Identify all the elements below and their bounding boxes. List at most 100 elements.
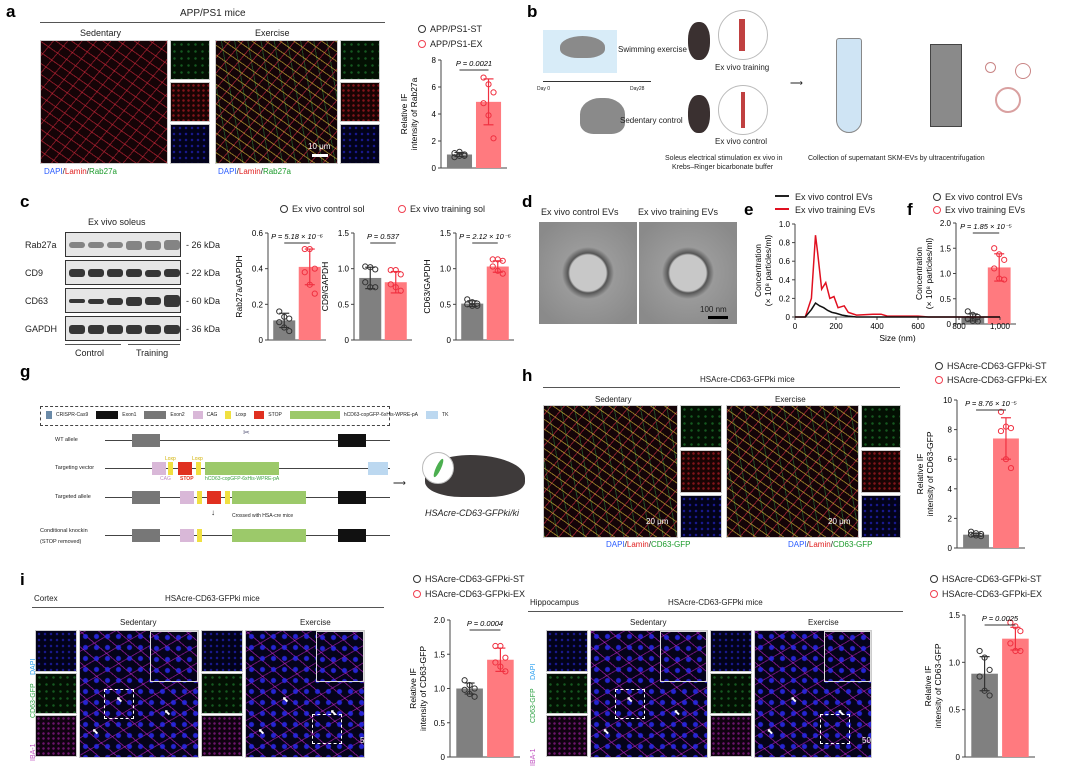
legend-marker [933, 206, 941, 214]
data-point [1007, 619, 1014, 626]
lamin-text: Lamin [238, 167, 261, 176]
y-tick-label: 0 [786, 313, 791, 322]
bar-control [963, 534, 989, 548]
scale-label: 10 μm [308, 142, 331, 151]
protein-band [107, 269, 123, 277]
gene-element [132, 434, 160, 447]
swimming-mouse-icon [560, 36, 605, 58]
ev-em-image [930, 44, 962, 127]
data-point [976, 647, 983, 655]
data-point [974, 318, 981, 325]
bar-control [461, 303, 484, 340]
gene-element [232, 529, 306, 542]
dapi-channel [340, 124, 380, 164]
data-point [372, 284, 379, 291]
diagram-row-label: Conditional knockin [40, 528, 88, 534]
blot-row-label: CD63 [25, 296, 49, 306]
arrow-icon: ⬉ [837, 707, 845, 717]
arrow-icon: ⬉ [164, 707, 171, 717]
gene-legend-swatch [46, 411, 52, 419]
y-tick-label: 2.0 [434, 616, 446, 625]
data-point [306, 281, 313, 288]
y-tick-label: 6 [948, 455, 953, 464]
panel-label-f: f [907, 200, 913, 219]
gfp-channel [680, 405, 722, 448]
data-point [964, 315, 971, 323]
sedentary-label: Sedentary control [620, 116, 683, 125]
mouse-icon [688, 95, 710, 133]
p-value: P = 2.12 × 10⁻⁶ [459, 232, 511, 241]
timeline-axis [543, 81, 651, 82]
dapi-text: DAPI [788, 540, 807, 549]
gene-element [205, 462, 279, 475]
y-axis-label: (× 10⁸ particles/ml) [763, 235, 773, 307]
legend-item-training: Ex vivo training sol [398, 204, 485, 214]
channel-label: CD63-GFP [530, 688, 537, 723]
series-line-training [795, 235, 1000, 318]
channel-label: IBA-1 [530, 748, 537, 766]
group-line [128, 344, 180, 345]
bar-control [273, 320, 296, 340]
y-axis-label: CD9/GAPDH [320, 262, 330, 312]
data-point [981, 654, 988, 661]
legend-item-control: Ex vivo control EVs [933, 192, 1023, 202]
p-value: P = 8.76 × 10⁻⁵ [965, 399, 1017, 408]
exercise-label: Exercise [775, 395, 806, 404]
diagram-row-label: (STOP removed) [40, 539, 82, 545]
scale-label: 50 μm [360, 736, 383, 745]
arrow-icon: ⬉ [282, 695, 289, 704]
stain-caption: DAPI/Lamin/Rab27a [44, 167, 117, 176]
data-point [480, 100, 487, 107]
protein-band [145, 324, 161, 334]
data-point [456, 148, 463, 155]
data-point [977, 530, 985, 538]
panel-h-title: HSAcre-CD63-GFPki mice [700, 375, 795, 384]
y-axis-label: Relative IF [923, 666, 933, 707]
legend-text: Ex vivo control EVs [795, 192, 873, 202]
channel-label: DAPI [530, 663, 537, 680]
inset-box [104, 688, 134, 719]
legend-text: APP/PS1-ST [430, 24, 483, 34]
scale-label: 50 μm [862, 736, 885, 745]
gene-element [132, 491, 160, 504]
y-tick-label: 10 [943, 396, 952, 405]
y-tick-label: 0.2 [779, 294, 791, 303]
arrow-icon: ⬉ [116, 695, 123, 704]
legend-line [775, 208, 789, 210]
x-tick-label: 600 [911, 322, 925, 331]
blot-title: Ex vivo soleus [88, 217, 146, 227]
inset-box [819, 714, 850, 745]
data-point [490, 135, 497, 142]
stain-caption: DAPI/Lamin/Rab27a [218, 167, 291, 176]
gene-legend-box [40, 406, 390, 426]
data-point [480, 74, 487, 81]
data-point [1017, 647, 1024, 655]
blot-strip [65, 260, 181, 285]
data-point [494, 256, 501, 263]
scale-label: 20 μm [828, 517, 851, 526]
exercise-micrograph: ⬉ ⬉ ⬉ [245, 630, 365, 758]
blot-row-label: CD9 [25, 268, 44, 278]
muscle-zoom-icon [422, 452, 454, 484]
gene-element [197, 529, 202, 542]
target-text: Rab27a [262, 167, 291, 176]
gfp-channel [201, 672, 243, 715]
x-tick-label: 0 [793, 322, 798, 331]
ev-icon [985, 62, 996, 73]
data-point [964, 308, 971, 315]
data-point [497, 642, 504, 650]
legend-item-control: Ex vivo control sol [280, 204, 365, 214]
training-ev-em-image [639, 222, 737, 324]
data-point [986, 666, 993, 674]
y-tick-label: 0.8 [779, 239, 791, 248]
arrow-right-icon: ⟶ [393, 478, 406, 488]
protein-band [88, 269, 104, 277]
zoom-inset [823, 631, 871, 683]
legend-text: HSAcre-CD63-GFPki-EX [947, 375, 1048, 385]
x-tick-label: 800 [952, 322, 966, 331]
protein-band [145, 269, 161, 277]
y-tick-label: 4 [948, 485, 953, 494]
bar-exercise [987, 267, 1011, 324]
sedentary-label: Sedentary [630, 618, 667, 627]
data-point [986, 692, 993, 699]
